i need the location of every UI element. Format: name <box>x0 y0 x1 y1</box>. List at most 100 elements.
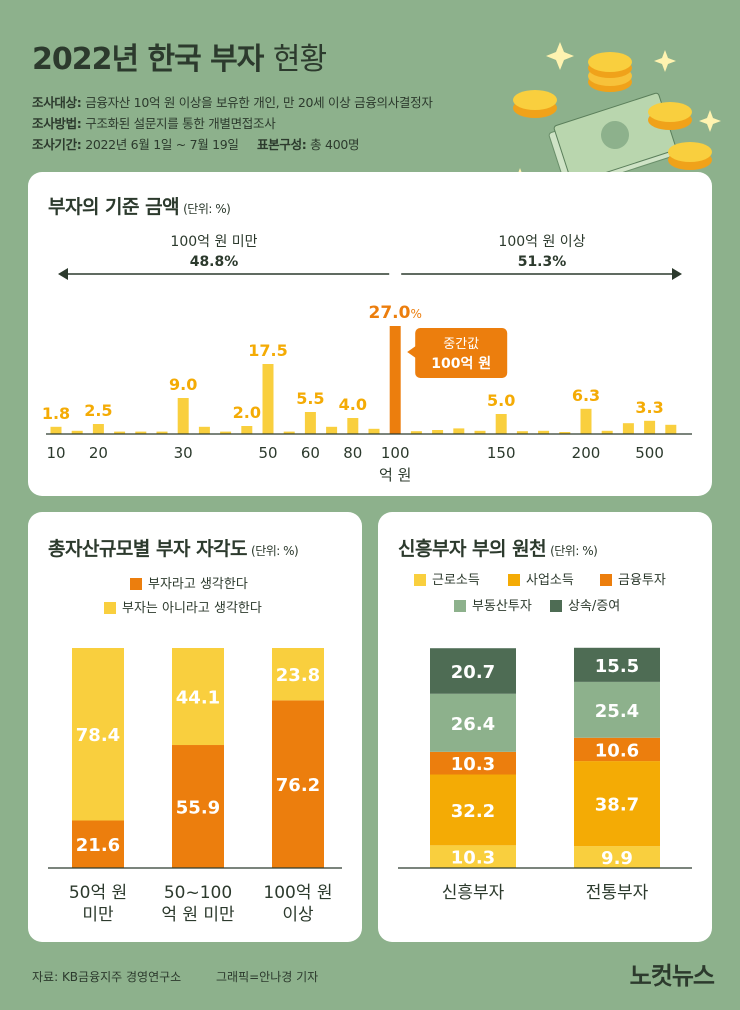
standard-amount-panel: 부자의 기준 금액 (단위: %) 100억 원 미만 48.8% 100억 원 이상… <box>28 172 712 496</box>
legend-swatch-0 <box>130 578 142 590</box>
segment-0-3 <box>430 693 516 752</box>
value-label-suffix: % <box>410 307 421 321</box>
segment-1-1 <box>574 761 660 847</box>
value-label-10: 1.8 <box>42 404 70 423</box>
value-label-80: 4.0 <box>339 395 367 414</box>
median-callout-line2: 100억 원 <box>431 356 491 372</box>
brand-logo: 노컷뉴스 <box>629 962 715 990</box>
x-axis-title: 억 원 <box>379 466 411 484</box>
bar-90 <box>368 428 380 434</box>
segment-label-1-0: 9.9 <box>601 848 633 869</box>
survey-method-label: 조사방법: <box>32 116 82 131</box>
tick-label-10: 10 <box>46 444 65 462</box>
bar-160 <box>516 431 528 434</box>
self-awareness-panel: 총자산규모별 부자 자각도 (단위: %) 부자라고 생각한다 부자는 아니라고 생… <box>28 512 362 942</box>
segment-1-3 <box>574 681 660 738</box>
median-callout <box>415 328 508 378</box>
title-bold: 2022년 한국 부자 <box>32 42 264 77</box>
callout-pointer-icon <box>407 345 418 359</box>
segment-1-4 <box>574 647 660 682</box>
bar-70 <box>326 426 338 434</box>
segment-0-2 <box>430 751 516 775</box>
category-label-0-0: 50억 원 <box>69 883 127 903</box>
bar-25 <box>114 431 126 434</box>
bar-200 <box>580 408 592 434</box>
chart1-svg: 100억 원 미만 48.8% 100억 원 이상 51.3% 1.8 2.5 9.0 2.0… <box>42 234 692 484</box>
bar-80 <box>347 418 359 434</box>
chart1-unit: (단위: %) <box>183 202 231 216</box>
segment-1-2 <box>574 737 660 762</box>
legend-swatch-3 <box>454 600 466 612</box>
legend-label-4: 상속/증여 <box>568 599 620 614</box>
right-arrowhead-icon <box>672 268 682 280</box>
left-group-value: 48.8% <box>190 254 239 270</box>
segment-0-0 <box>430 845 516 868</box>
legend-label-0: 부자라고 생각한다 <box>148 577 248 592</box>
segment-0-4 <box>430 648 516 694</box>
bar-170 <box>538 430 550 434</box>
value-label-20: 2.5 <box>84 401 112 420</box>
bar-55 <box>283 431 295 434</box>
tick-label-500: 500 <box>635 444 664 462</box>
bar-40 <box>220 431 232 434</box>
segment-label-0-3: 26.4 <box>451 714 495 735</box>
value-label-200: 6.3 <box>572 386 600 405</box>
category-label-2-1: 이상 <box>282 905 314 925</box>
segment-label-1-2: 10.6 <box>595 740 639 761</box>
category-label-2-0: 100억 원 <box>263 883 332 903</box>
chart1-title: 부자의 기준 금액 (단위: %) <box>48 192 231 219</box>
tick-label-200: 200 <box>572 444 601 462</box>
bar-60 <box>304 412 316 434</box>
legend-label-3: 부동산투자 <box>472 599 532 614</box>
tick-label-20: 20 <box>89 444 108 462</box>
chart3-unit: (단위: %) <box>550 544 598 558</box>
wealth-source-panel: 신흥부자 부의 원천 (단위: %) 근로소득 사업소득 금융투자 부동산투자 상속/증여… <box>378 512 712 942</box>
segment-label-0-2: 10.3 <box>451 754 495 775</box>
segment-label-1-0: 55.9 <box>176 798 220 819</box>
bar-180 <box>559 432 571 434</box>
tick-label-50: 50 <box>258 444 277 462</box>
segment-label-0-1: 78.4 <box>76 725 120 746</box>
bar-1000 <box>665 424 677 434</box>
bar-30 <box>177 398 189 434</box>
bar-28 <box>156 431 168 434</box>
sample-text: 총 400명 <box>310 137 360 152</box>
value-label-50: 17.5 <box>248 341 287 360</box>
page-title: 2022년 한국 부자 현황 <box>32 34 327 78</box>
segment-label-0-0: 21.6 <box>76 835 120 856</box>
chart2-title: 총자산규모별 부자 자각도 (단위: %) <box>48 534 299 561</box>
bar-15 <box>71 430 83 434</box>
title-light: 현황 <box>272 42 327 77</box>
legend-label-2: 금융투자 <box>618 573 666 588</box>
tick-label-150: 150 <box>487 444 516 462</box>
tick-label-100: 100 <box>381 444 410 462</box>
source-credit: 자료: KB금융지주 경영연구소 <box>32 970 182 984</box>
category-label-0-1: 미만 <box>82 905 114 925</box>
segment-label-1-4: 15.5 <box>595 656 639 677</box>
segment-label-1-3: 25.4 <box>595 701 639 722</box>
value-label-45: 2.0 <box>233 403 261 422</box>
bar-150 <box>495 414 507 434</box>
survey-target-text: 금융자산 10억 원 이상을 보유한 개인, 만 20세 이상 금융의사결정자 <box>85 95 433 110</box>
legend-swatch-1 <box>508 574 520 586</box>
value-label-100: 27.0% <box>369 303 422 323</box>
bar-250 <box>601 430 613 434</box>
bar-27 <box>135 431 147 434</box>
segment-label-0-1: 32.2 <box>451 801 495 822</box>
segment-label-2-0: 76.2 <box>276 775 320 796</box>
value-label-60: 5.5 <box>296 389 324 408</box>
bar-140 <box>474 430 486 434</box>
segment-label-0-0: 10.3 <box>451 848 495 869</box>
survey-method: 조사방법: 구조화된 설문지를 통한 개별면접조사 <box>32 113 276 132</box>
bar-10 <box>50 426 62 434</box>
chart2-title-text: 총자산규모별 부자 자각도 <box>48 538 248 560</box>
segment-1-1 <box>172 648 224 746</box>
tick-label-80: 80 <box>343 444 362 462</box>
survey-target-label: 조사대상: <box>32 95 82 110</box>
segment-label-2-1: 23.8 <box>276 665 320 686</box>
chart1-title-text: 부자의 기준 금액 <box>48 196 180 218</box>
bar-110 <box>410 431 422 434</box>
bar-130 <box>453 428 465 434</box>
segment-label-1-1: 44.1 <box>176 688 220 709</box>
